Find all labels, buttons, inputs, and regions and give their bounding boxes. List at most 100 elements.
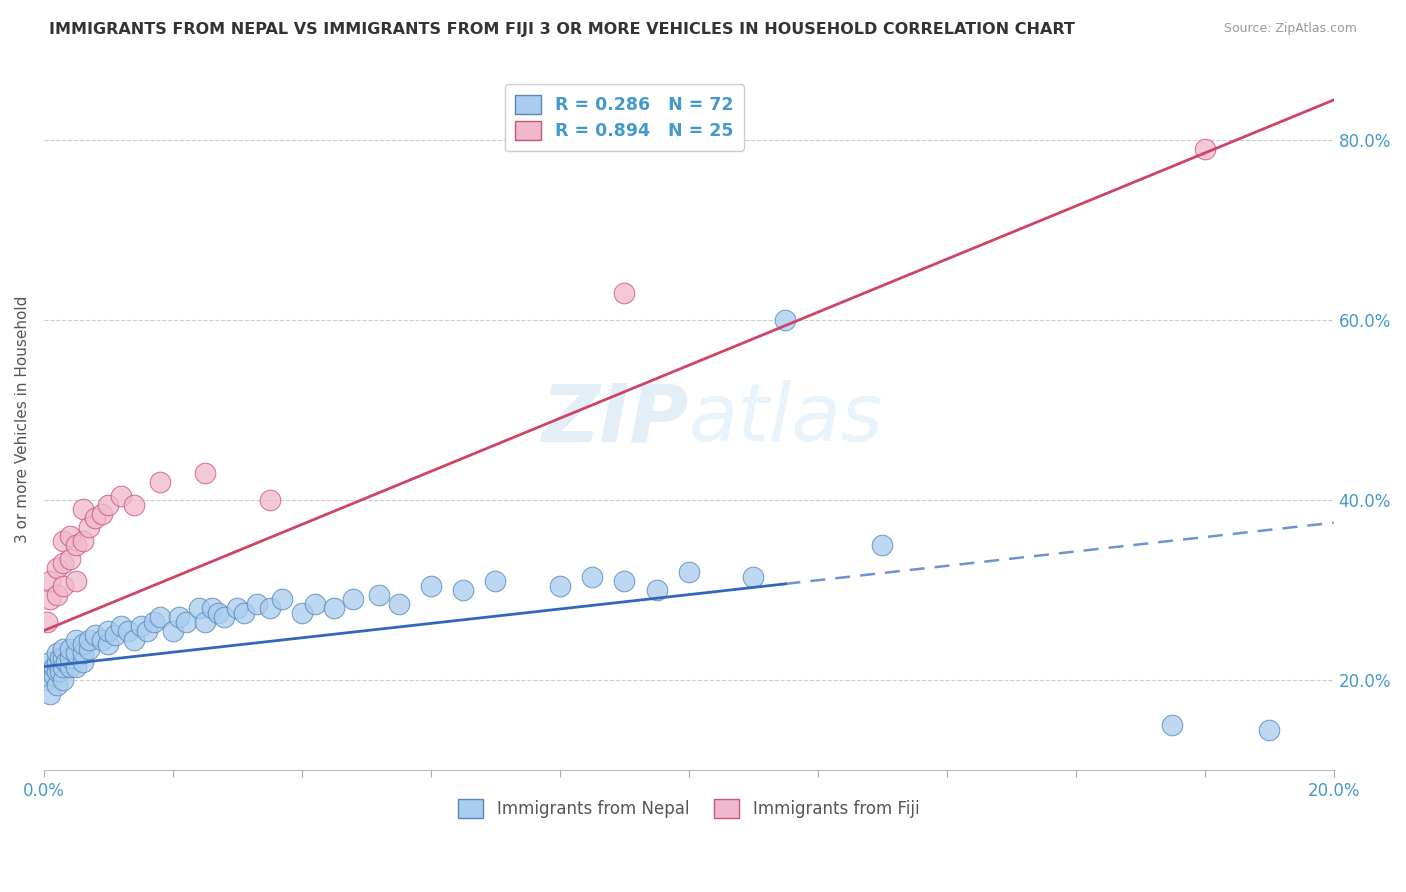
Point (200, 601, 222, 615)
Point (581, 569, 603, 583)
Point (226, 601, 249, 615)
Point (194, 615, 217, 629)
Point (110, 489, 132, 503)
Point (90, 507, 112, 521)
Point (194, 467, 217, 481)
Point (55, 655, 77, 669)
Point (59, 529, 82, 543)
Point (37, 673, 59, 687)
Point (97, 637, 120, 651)
Point (122, 498, 145, 512)
Point (52, 650, 75, 665)
Point (613, 574, 636, 589)
Point (142, 615, 165, 629)
Point (52, 556, 75, 570)
Point (59, 641, 82, 656)
Point (39, 687, 62, 701)
Point (291, 606, 314, 620)
Point (39, 664, 62, 678)
Point (45, 646, 67, 660)
Point (870, 538, 893, 552)
Point (72, 533, 94, 548)
Point (59, 659, 82, 673)
Point (484, 574, 506, 589)
Point (45, 655, 67, 669)
Point (149, 610, 172, 624)
Point (232, 606, 254, 620)
Point (122, 632, 145, 647)
Point (77, 641, 100, 656)
Point (368, 588, 391, 602)
Point (72, 637, 94, 651)
Point (42, 659, 65, 673)
Point (129, 619, 152, 633)
Text: ZIP: ZIP (541, 380, 689, 458)
Point (259, 601, 281, 615)
Point (42, 668, 65, 682)
Text: Source: ZipAtlas.com: Source: ZipAtlas.com (1223, 22, 1357, 36)
Point (59, 551, 82, 566)
Legend: Immigrants from Nepal, Immigrants from Fiji: Immigrants from Nepal, Immigrants from F… (451, 793, 925, 825)
Point (259, 493, 281, 508)
Point (52, 659, 75, 673)
Point (246, 597, 269, 611)
Point (1258, 723, 1281, 737)
Point (678, 565, 700, 579)
Point (84, 511, 107, 525)
Point (104, 628, 127, 642)
Point (645, 583, 668, 598)
Point (90, 632, 112, 647)
Point (37, 615, 59, 629)
Point (39, 592, 62, 607)
Point (72, 655, 94, 669)
Point (39, 655, 62, 669)
Point (110, 619, 132, 633)
Point (84, 628, 107, 642)
Point (169, 610, 191, 624)
Point (65, 632, 87, 647)
Point (45, 560, 67, 574)
Point (548, 579, 571, 593)
Point (49, 650, 72, 665)
Point (52, 579, 75, 593)
Point (207, 606, 229, 620)
Point (65, 646, 87, 660)
Point (304, 597, 326, 611)
Point (59, 650, 82, 665)
Point (387, 597, 409, 611)
Point (162, 624, 184, 638)
Point (342, 592, 364, 607)
Point (52, 673, 75, 687)
Point (1194, 143, 1216, 157)
Text: atlas: atlas (689, 380, 883, 458)
Y-axis label: 3 or more Vehicles in Household: 3 or more Vehicles in Household (15, 295, 30, 543)
Point (49, 664, 72, 678)
Point (271, 592, 294, 607)
Point (775, 313, 797, 327)
Point (187, 601, 209, 615)
Point (214, 610, 236, 624)
Point (451, 583, 474, 598)
Point (39, 574, 62, 589)
Point (65, 659, 87, 673)
Point (117, 624, 139, 638)
Point (72, 502, 94, 516)
Point (419, 579, 441, 593)
Point (742, 569, 765, 583)
Point (1161, 718, 1184, 732)
Point (136, 624, 159, 638)
Point (174, 615, 197, 629)
Point (77, 520, 100, 534)
Point (323, 601, 346, 615)
Point (613, 286, 636, 301)
Point (149, 475, 172, 490)
Point (97, 498, 120, 512)
Point (65, 574, 87, 589)
Point (77, 632, 100, 647)
Point (45, 677, 67, 691)
Text: IMMIGRANTS FROM NEPAL VS IMMIGRANTS FROM FIJI 3 OR MORE VEHICLES IN HOUSEHOLD CO: IMMIGRANTS FROM NEPAL VS IMMIGRANTS FROM… (49, 22, 1076, 37)
Point (97, 624, 120, 638)
Point (65, 538, 87, 552)
Point (45, 664, 67, 678)
Point (72, 646, 94, 660)
